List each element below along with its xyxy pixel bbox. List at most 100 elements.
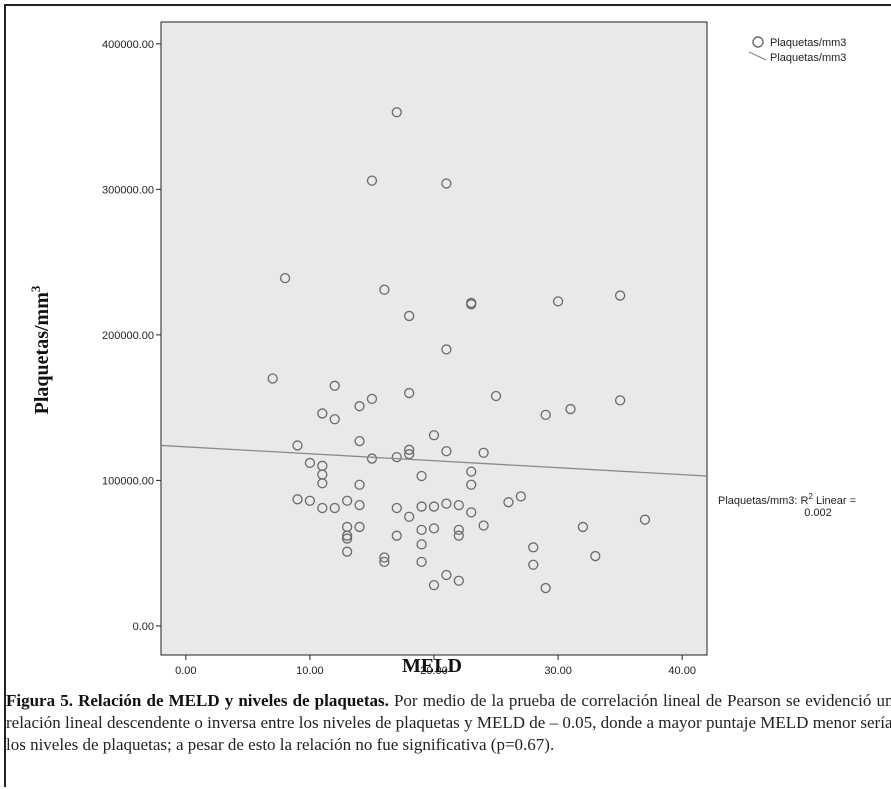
data-point: [292, 494, 303, 505]
fit-annotation-line1: Plaquetas/mm3: R2 Linear =: [718, 492, 856, 507]
figure-caption: Figura 5. Relación de MELD y niveles de …: [6, 690, 891, 756]
x-axis: 0.00 10.00 20.00 30.00 40.00: [175, 655, 696, 677]
data-point: [577, 521, 589, 533]
data-point: [341, 533, 353, 544]
data-point: [416, 501, 427, 512]
data-point: [366, 393, 378, 405]
data-point: [404, 449, 415, 460]
y-axis-title-sup: 3: [28, 285, 43, 292]
data-point: [404, 444, 415, 455]
data-point: [441, 178, 452, 189]
data-point: [528, 559, 539, 570]
scatter-chart: 0.00 100000.00 200000.00 300000.00 400000.00…: [28, 21, 856, 677]
data-point: [379, 284, 390, 295]
legend-line-icon: [748, 51, 767, 61]
data-point: [404, 310, 415, 322]
data-point: [614, 395, 626, 406]
data-point: [267, 373, 278, 384]
data-point: [391, 451, 402, 463]
data-point: [478, 520, 489, 531]
data-point: [304, 457, 316, 469]
fit-line: [160, 444, 708, 477]
x-tick-label: 40.00: [668, 665, 696, 677]
data-point: [354, 435, 365, 447]
x-tick-label: 30.00: [544, 665, 572, 677]
data-point: [428, 501, 440, 512]
data-point: [565, 403, 576, 415]
data-point: [441, 569, 452, 581]
data-point: [279, 272, 291, 284]
data-point: [404, 511, 415, 522]
data-point: [354, 521, 365, 533]
data-point: [416, 539, 427, 550]
data-points: [267, 107, 651, 594]
y-tick-label: 400000.00: [102, 39, 154, 51]
data-point: [453, 499, 464, 511]
x-tick-label: 10.00: [296, 665, 324, 677]
data-point: [341, 495, 353, 506]
data-point: [341, 546, 353, 557]
data-point: [428, 523, 440, 534]
data-point: [490, 390, 502, 402]
data-point: [441, 446, 452, 457]
data-point: [466, 466, 477, 477]
data-point: [453, 575, 464, 586]
data-point: [379, 556, 390, 568]
data-point: [292, 440, 303, 451]
y-tick-label: 300000.00: [102, 184, 154, 196]
data-point: [453, 530, 464, 541]
x-tick-label: 20.00: [420, 665, 448, 677]
data-point: [540, 582, 551, 594]
data-point: [466, 507, 477, 518]
data-point: [540, 409, 551, 421]
data-point: [453, 524, 464, 536]
data-point: [304, 495, 316, 506]
y-tick-label: 100000.00: [102, 475, 154, 487]
data-point: [366, 175, 378, 186]
fit-annotation: Plaquetas/mm3: R2 Linear = 0.002: [718, 492, 856, 519]
data-point: [503, 497, 514, 508]
data-point: [441, 498, 452, 509]
data-point: [552, 296, 564, 307]
data-point: [341, 530, 353, 541]
data-point: [416, 470, 427, 482]
data-point: [317, 408, 328, 419]
y-tick-label: 0.00: [133, 621, 154, 633]
data-point: [317, 478, 328, 489]
plot-area: [160, 21, 708, 656]
y-tick-label: 200000.00: [102, 330, 154, 342]
data-point: [329, 414, 340, 425]
data-point: [329, 502, 340, 514]
data-point: [639, 514, 651, 525]
data-point: [391, 530, 402, 541]
data-point: [404, 387, 415, 399]
data-point: [317, 502, 328, 514]
caption-text: Por medio de la prueba de correlación li…: [6, 691, 891, 754]
fit-annotation-line2: 0.002: [804, 507, 832, 519]
data-point: [614, 290, 626, 301]
data-point: [428, 580, 440, 591]
y-axis-title: Plaquetas/mm3: [28, 285, 53, 414]
x-tick-label: 0.00: [175, 665, 196, 677]
data-point: [466, 299, 477, 310]
data-point: [441, 344, 452, 355]
data-point: [379, 552, 390, 563]
data-point: [416, 556, 427, 568]
data-point: [478, 447, 489, 458]
data-point: [391, 502, 402, 514]
legend-entry-line: Plaquetas/mm3: [770, 52, 846, 64]
y-axis: 0.00 100000.00 200000.00 300000.00 400000.00: [102, 39, 161, 633]
data-point: [329, 380, 340, 391]
y-axis-title-text: Plaquetas/mm: [31, 292, 53, 415]
data-point: [416, 524, 427, 536]
data-point: [428, 430, 440, 441]
legend-entry-points: Plaquetas/mm3: [770, 37, 846, 49]
legend-circle-icon: [752, 36, 764, 48]
legend: Plaquetas/mm3 Plaquetas/mm3: [748, 36, 846, 64]
data-point: [590, 550, 601, 562]
data-point: [366, 453, 378, 464]
figure-frame: [4, 4, 891, 787]
x-axis-title: MELD: [402, 655, 462, 677]
data-point: [354, 401, 365, 412]
data-point: [354, 499, 365, 511]
